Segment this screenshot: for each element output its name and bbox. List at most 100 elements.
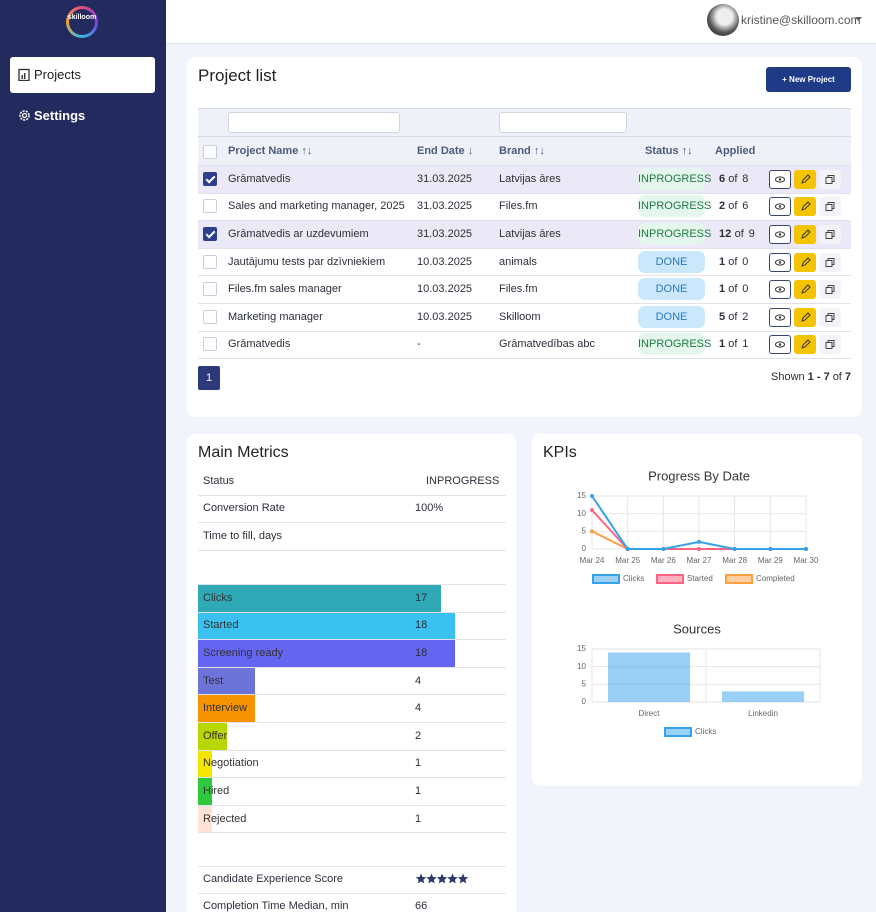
shown-prefix: Shown xyxy=(771,371,805,383)
funnel-label: Negotiation xyxy=(203,757,259,770)
nav-projects[interactable] xyxy=(10,57,155,93)
action-button[interactable] xyxy=(769,197,791,217)
action-button[interactable] xyxy=(819,335,841,355)
funnel-bar xyxy=(198,640,456,667)
column-header[interactable]: Project Name ↑↓ xyxy=(228,145,313,157)
action-button[interactable] xyxy=(819,169,841,189)
divider xyxy=(198,777,506,779)
checkbox[interactable] xyxy=(203,254,217,269)
kpi-card xyxy=(532,434,862,786)
funnel-bar xyxy=(198,667,256,695)
nav-item[interactable]: Settings xyxy=(34,108,86,123)
status-badge: INPROGRESS xyxy=(638,223,711,245)
funnel-bar xyxy=(198,750,213,778)
action-button[interactable] xyxy=(794,335,816,355)
logo-text: skilloom xyxy=(67,14,97,21)
divider xyxy=(198,722,506,723)
shown-of: of xyxy=(832,371,842,383)
action-button[interactable] xyxy=(794,280,816,300)
divider xyxy=(198,893,506,894)
checkbox[interactable] xyxy=(203,309,217,324)
applied-total: 6 xyxy=(742,200,749,213)
column-header[interactable]: Status ↑↓ xyxy=(645,145,693,157)
brand: Skilloom xyxy=(499,310,541,323)
column-header: Applied xyxy=(715,145,756,157)
action-button[interactable] xyxy=(794,197,816,217)
applied-of: of xyxy=(728,338,738,351)
funnel-label: Test xyxy=(203,674,224,687)
funnel-value: 18 xyxy=(415,619,428,632)
user-email[interactable]: kristine@skilloom.com xyxy=(741,13,861,27)
divider xyxy=(198,494,506,496)
action-button[interactable] xyxy=(794,307,816,327)
metric-label: Conversion Rate xyxy=(203,502,285,515)
status-badge: INPROGRESS xyxy=(638,195,711,218)
checkbox[interactable] xyxy=(203,227,217,241)
funnel-bar xyxy=(198,695,256,722)
checkbox[interactable] xyxy=(203,199,217,214)
projects-icon xyxy=(18,68,30,81)
brand: Latvijas āres xyxy=(499,172,561,185)
action-button[interactable] xyxy=(819,280,841,300)
new-project-button[interactable]: + New Project xyxy=(766,67,851,92)
brand: Files.fm xyxy=(499,283,538,296)
checkbox[interactable] xyxy=(203,337,217,352)
divider xyxy=(198,549,506,551)
action-button[interactable] xyxy=(794,252,816,272)
action-button[interactable] xyxy=(769,225,791,244)
table-row xyxy=(198,275,851,303)
action-button[interactable] xyxy=(769,335,791,355)
action-button[interactable] xyxy=(769,169,791,189)
funnel-value: 4 xyxy=(415,674,422,687)
avatar[interactable] xyxy=(707,4,739,36)
applied-of: of xyxy=(728,255,738,268)
card-title: Main Metrics xyxy=(198,444,289,461)
action-button[interactable] xyxy=(819,197,841,217)
action-button[interactable] xyxy=(769,280,791,300)
checkbox[interactable] xyxy=(203,171,217,186)
divider xyxy=(198,611,506,613)
applied: 12 xyxy=(719,228,732,240)
sidebar xyxy=(0,0,166,912)
funnel-value: 17 xyxy=(415,591,428,604)
filter-input[interactable] xyxy=(228,112,400,133)
page-button[interactable]: 1 xyxy=(198,366,220,390)
divider xyxy=(198,666,506,668)
action-button[interactable] xyxy=(769,252,791,272)
filter-input[interactable] xyxy=(499,112,627,133)
applied-of: of xyxy=(728,283,738,296)
nav-item[interactable]: Projects xyxy=(34,67,81,82)
action-button[interactable] xyxy=(794,169,816,189)
action-button[interactable] xyxy=(769,307,791,327)
funnel-label: Clicks xyxy=(203,591,233,604)
card-title: Project list xyxy=(198,66,277,85)
status-badge: INPROGRESS xyxy=(638,167,711,190)
applied-of: of xyxy=(728,200,738,213)
status-badge: DONE xyxy=(638,250,705,273)
column-header[interactable]: Brand ↑↓ xyxy=(499,145,545,157)
divider xyxy=(198,804,506,806)
end-date: 31.03.2025 xyxy=(417,172,473,185)
checkbox[interactable] xyxy=(203,145,217,159)
action-button[interactable] xyxy=(819,225,841,244)
action-button[interactable] xyxy=(819,252,841,272)
project-name: Sales and marketing manager, 2025 xyxy=(228,200,405,213)
action-button[interactable] xyxy=(794,225,816,244)
funnel-value: 1 xyxy=(415,812,422,825)
divider xyxy=(198,639,506,641)
applied: 6 xyxy=(719,172,726,185)
applied: 1 xyxy=(719,255,726,268)
funnel-bar xyxy=(198,805,213,833)
status-badge: DONE xyxy=(638,278,705,301)
column-header[interactable]: End Date ↓ xyxy=(417,145,474,157)
applied-total: 0 xyxy=(742,255,749,268)
caret[interactable] xyxy=(855,17,863,22)
applied-total: 9 xyxy=(748,228,755,240)
project-name: Grāmatvedis ar uzdevumiem xyxy=(228,228,369,240)
applied: 5 xyxy=(719,310,726,323)
end-date: 31.03.2025 xyxy=(417,228,473,240)
funnel-label: Interview xyxy=(203,702,248,715)
action-button[interactable] xyxy=(819,307,841,327)
checkbox[interactable] xyxy=(203,282,217,297)
